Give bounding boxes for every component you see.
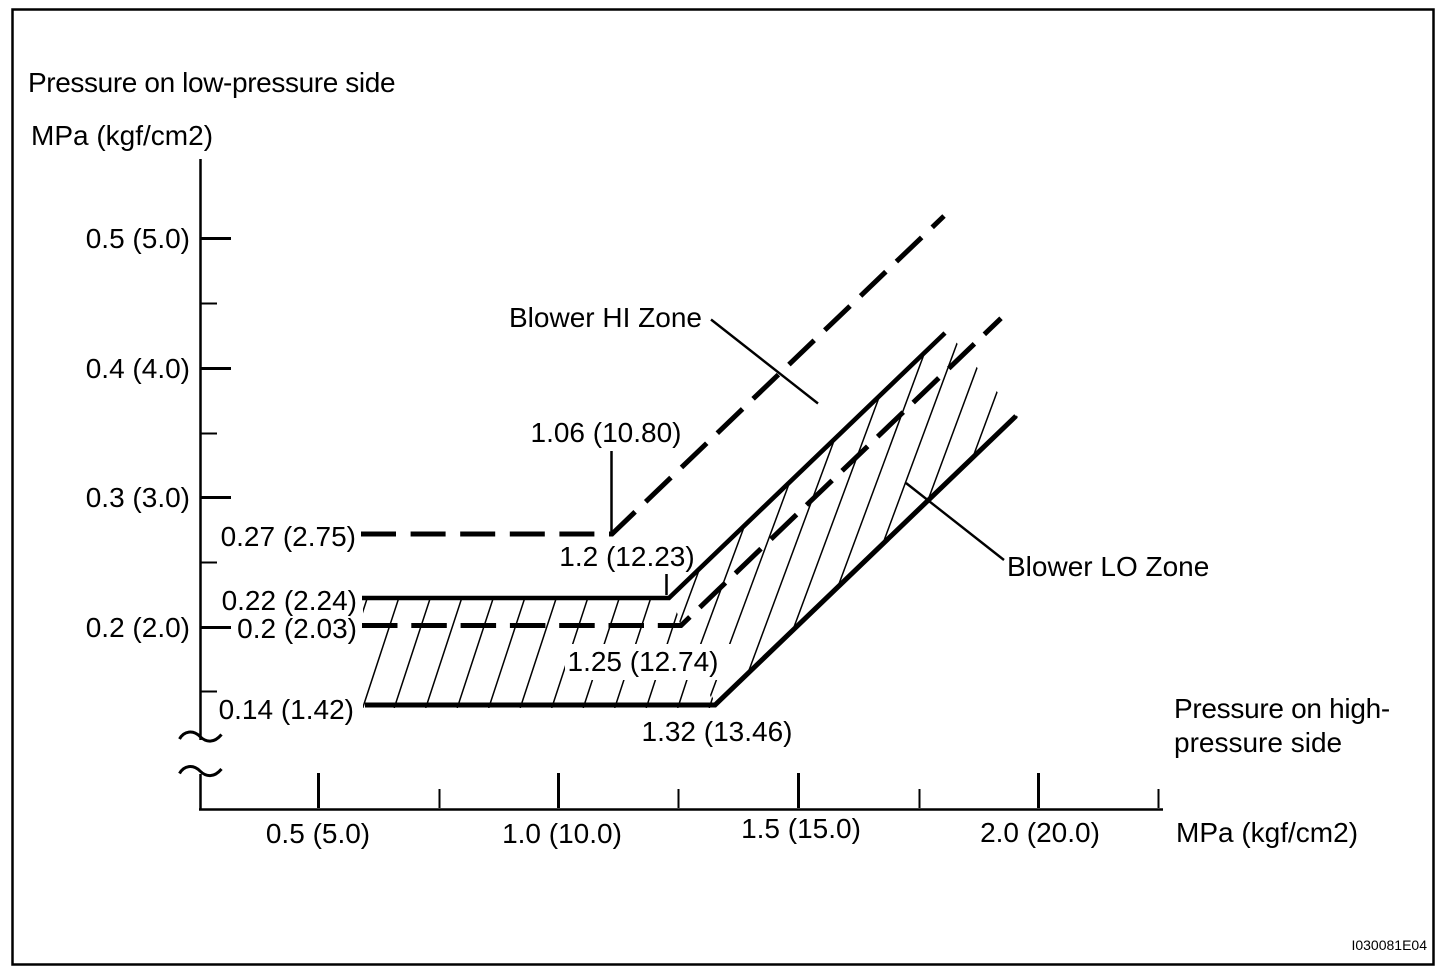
svg-text:pressure side: pressure side bbox=[1174, 727, 1342, 758]
svg-text:0.2 (2.03): 0.2 (2.03) bbox=[237, 613, 357, 644]
svg-text:0.3 (3.0): 0.3 (3.0) bbox=[86, 482, 190, 513]
svg-text:0.22 (2.24): 0.22 (2.24) bbox=[222, 585, 357, 616]
svg-text:0.2 (2.0): 0.2 (2.0) bbox=[86, 612, 190, 643]
svg-text:0.5 (5.0): 0.5 (5.0) bbox=[86, 223, 190, 254]
svg-text:Pressure on high-: Pressure on high- bbox=[1174, 693, 1390, 724]
svg-text:2.0 (20.0): 2.0 (20.0) bbox=[980, 817, 1100, 848]
svg-text:MPa (kgf/cm2): MPa (kgf/cm2) bbox=[1176, 817, 1358, 848]
svg-text:1.0 (10.0): 1.0 (10.0) bbox=[502, 818, 622, 849]
svg-text:0.4 (4.0): 0.4 (4.0) bbox=[86, 353, 190, 384]
svg-text:1.06 (10.80): 1.06 (10.80) bbox=[531, 417, 682, 448]
svg-text:MPa (kgf/cm2): MPa (kgf/cm2) bbox=[31, 120, 213, 151]
svg-text:1.32 (13.46): 1.32 (13.46) bbox=[642, 716, 793, 747]
svg-text:I030081E04: I030081E04 bbox=[1351, 937, 1427, 953]
svg-text:1.5 (15.0): 1.5 (15.0) bbox=[741, 813, 861, 844]
svg-text:Blower HI Zone: Blower HI Zone bbox=[509, 302, 702, 333]
svg-text:Blower LO Zone: Blower LO Zone bbox=[1007, 551, 1209, 582]
svg-text:1.2 (12.23): 1.2 (12.23) bbox=[559, 541, 694, 572]
svg-text:1.25 (12.74): 1.25 (12.74) bbox=[568, 646, 719, 677]
svg-text:0.14 (1.42): 0.14 (1.42) bbox=[219, 694, 354, 725]
svg-text:Pressure on low-pressure side: Pressure on low-pressure side bbox=[28, 67, 395, 98]
svg-text:0.27 (2.75): 0.27 (2.75) bbox=[221, 521, 356, 552]
svg-text:0.5 (5.0): 0.5 (5.0) bbox=[266, 818, 370, 849]
